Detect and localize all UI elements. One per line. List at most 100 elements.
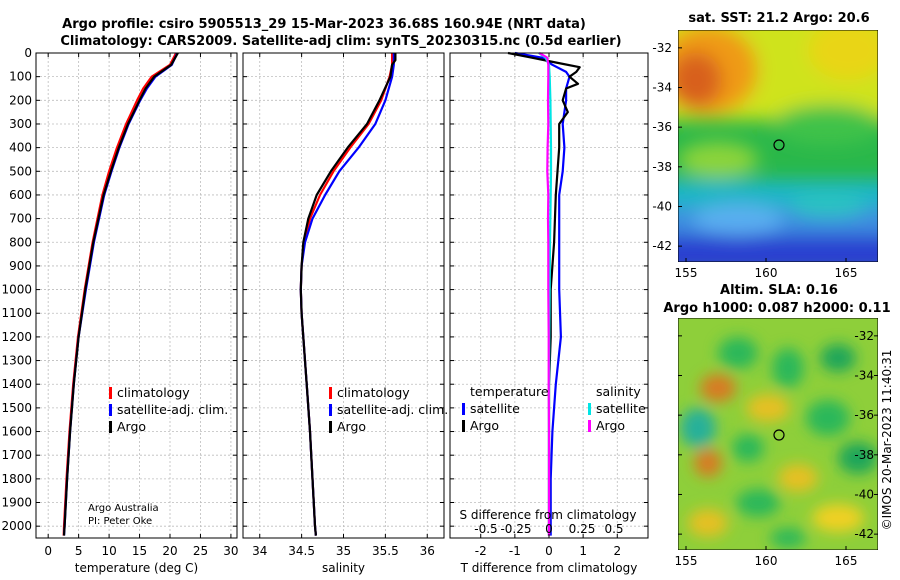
x-tick-label: 35.5 [372,544,399,558]
profile-panels: 0 5 10 15 20 25 300100200300400500600700800900… [1,46,649,575]
map-x-tick-label: 160 [755,554,778,568]
panel-annotation: Argo Australia [88,503,159,514]
sst-map-field [678,30,878,262]
x-tick-label: 1 [579,544,587,558]
sla-map-axes: 155 160 165 -32 -34 -36 -38 -40 -42 [675,329,878,568]
map-y-tick-label: -42 [652,239,672,253]
legend-label: satellite-adj. clim. [337,402,448,417]
map-y-tick-label: -38 [854,448,874,462]
y-tick-label: 500 [9,164,32,178]
sst-map: sat. SST: 21.2 Argo: 20.6 [652,11,878,280]
y-tick-label: 0 [24,46,32,60]
legend-swatch [462,420,465,432]
profile-panel-difference: -2 -1 0 1 2 T difference from climatology temp… [449,51,649,575]
sla-map: Altim. SLA: 0.16 Argo h1000: 0.087 h2000… [663,283,890,568]
figure-title-line2: Climatology: CARS2009. Satellite-adj cli… [60,34,621,49]
sst-map-title: sat. SST: 21.2 Argo: 20.6 [688,11,869,26]
map-y-tick-label: -32 [854,329,874,343]
map-y-tick-label: -36 [652,120,672,134]
x-tick-label: 25 [193,544,208,558]
map-x-tick-label: 160 [755,266,778,280]
y-tick-label: 300 [9,117,32,131]
x-tick-label: 34 [252,544,267,558]
y-tick-label: 200 [9,93,32,107]
legend-swatch [109,387,112,399]
map-y-tick-label: -36 [854,408,874,422]
legend-swatch [109,404,112,416]
sst-map-axes: 155 160 165 -32 -34 -36 -38 -40 -42 [652,41,857,280]
y-tick-label: 100 [9,70,32,84]
series-line-t-argo [507,51,581,536]
map-y-tick-label: -34 [652,81,672,95]
legend-swatch [329,421,332,433]
map-x-tick-label: 165 [835,266,858,280]
y-tick-label: 700 [9,212,32,226]
legend-title-temperature: temperature [470,384,549,399]
sla-map-subtitle: Argo h1000: 0.087 h2000: 0.11 [663,301,890,316]
legend-label: Argo [596,418,625,433]
y-tick-label: 1500 [1,401,32,415]
x-tick-label-secondary: -0.5 [474,522,497,536]
plot-frame [35,52,238,539]
sla-map-field [678,318,878,550]
map-y-tick-label: -38 [652,160,672,174]
x-tick-label-secondary: 0 [545,522,553,536]
legend-label: Argo [117,419,146,434]
series-line-argo [62,52,179,536]
series-line-satellite-adj-clim- [299,53,395,536]
credit-text: ©IMOS 20-Mar-2023 11:40:31 [880,350,894,531]
x-tick-label: 0 [44,544,52,558]
x-tick-label: 36 [420,544,435,558]
y-tick-label: 1900 [1,496,32,510]
map-y-tick-label: -42 [854,527,874,541]
legend-label: satellite-adj. clim. [117,402,228,417]
y-tick-label: 600 [9,188,32,202]
x-axis-label-secondary: S difference from climatology [460,508,637,522]
y-tick-label: 1800 [1,472,32,486]
map-x-tick-label: 165 [835,554,858,568]
x-tick-label: 2 [613,544,621,558]
profile-panel-salinity: 34 34.5 35 35.5 36 salinity climatology satelli… [242,52,448,575]
x-tick-label: 35 [336,544,351,558]
y-tick-label: 1200 [1,330,32,344]
y-tick-label: 400 [9,141,32,155]
x-tick-label: -1 [509,544,521,558]
x-tick-label-secondary: -0.25 [500,522,531,536]
legend-swatch [588,420,591,432]
x-tick-label: 30 [223,544,238,558]
legend-label: satellite [596,401,646,416]
series-line-s-argo [538,52,551,536]
series-line-argo [299,53,397,536]
series-line-climatology [62,52,178,536]
y-tick-label: 1100 [1,306,32,320]
map-y-tick-label: -34 [854,369,874,383]
profile-panel-temperature: 0 5 10 15 20 25 300100200300400500600700800900… [1,46,238,575]
legend-swatch [462,403,465,415]
panel-annotation: PI: Peter Oke [88,516,152,527]
legend-swatch [329,387,332,399]
legend-label: Argo [470,418,499,433]
y-tick-label: 1000 [1,283,32,297]
map-x-tick-label: 155 [675,266,698,280]
legend-swatch [588,403,591,415]
sst-map-argo-marker [773,139,785,151]
y-tick-label: 1400 [1,377,32,391]
sla-map-title: Altim. SLA: 0.16 [720,283,838,298]
map-y-tick-label: -32 [652,41,672,55]
legend-label: Argo [337,419,366,434]
series-line-climatology [299,53,394,536]
x-tick-label-secondary: 0.5 [604,522,623,536]
map-y-tick-label: -40 [652,199,672,213]
sla-map-argo-marker [773,429,785,441]
x-tick-label: 5 [75,544,83,558]
y-tick-label: 900 [9,259,32,273]
x-axis-label: T difference from climatology [460,561,638,575]
y-tick-label: 1700 [1,448,32,462]
legend-swatch [109,421,112,433]
x-axis-label: salinity [322,561,365,575]
legend-label: climatology [337,385,410,400]
legend-swatch [329,404,332,416]
y-tick-label: 1600 [1,425,32,439]
series-line-t-satellite [514,51,571,536]
